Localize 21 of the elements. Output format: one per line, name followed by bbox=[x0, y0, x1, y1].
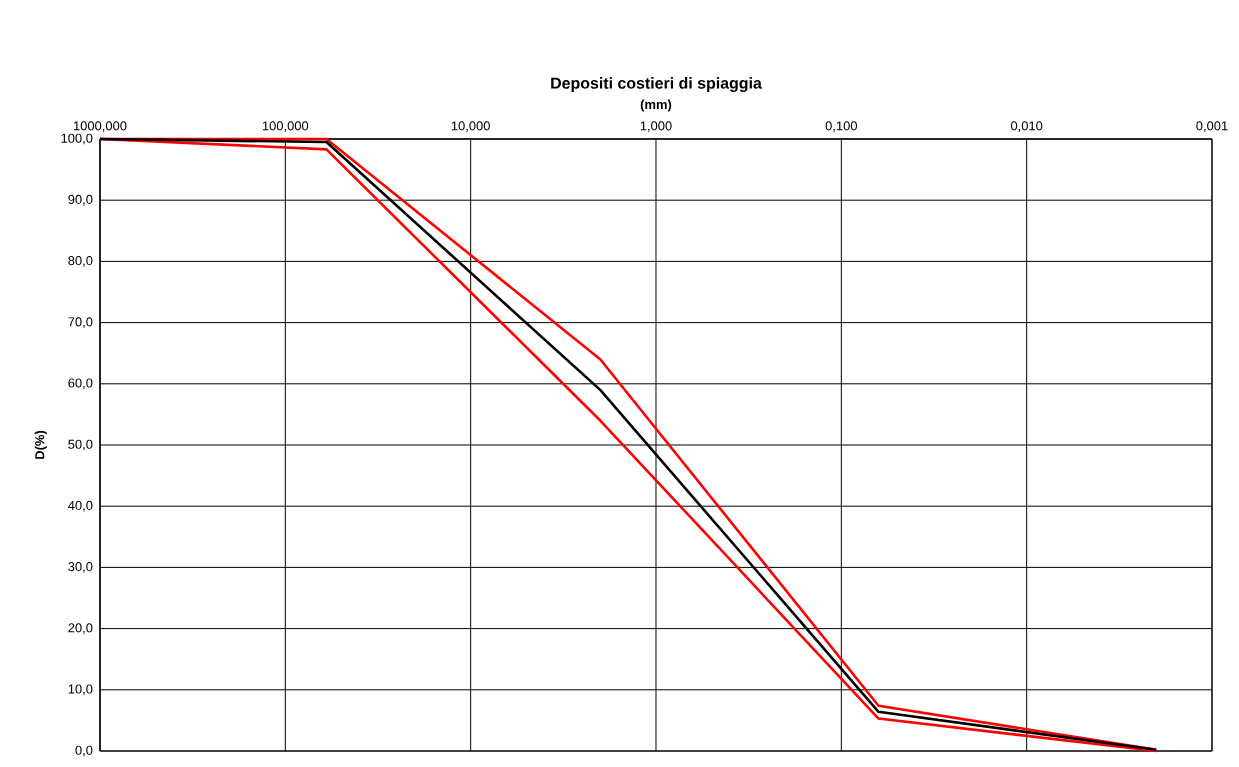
y-axis-title: D(%) bbox=[34, 430, 47, 459]
y-tick-label: 50,0 bbox=[68, 439, 93, 451]
x-axis-title: (mm) bbox=[640, 99, 672, 112]
y-tick-label: 40,0 bbox=[68, 500, 93, 512]
x-tick-label: 0,100 bbox=[825, 121, 858, 132]
y-tick-label: 20,0 bbox=[68, 623, 93, 634]
chart-title: Depositi costieri di spiaggia bbox=[551, 77, 762, 92]
y-tick-label: 70,0 bbox=[68, 317, 93, 328]
x-tick-label: 10,000 bbox=[451, 121, 490, 132]
y-tick-label: 100,0 bbox=[61, 133, 93, 145]
x-tick-label: 100,000 bbox=[262, 121, 309, 132]
x-tick-label: 0,010 bbox=[1010, 121, 1043, 132]
x-tick-label: 0,001 bbox=[1196, 121, 1228, 132]
y-tick-label: 90,0 bbox=[68, 194, 93, 206]
y-tick-label: 30,0 bbox=[68, 562, 93, 573]
x-tick-label: 1000,000 bbox=[73, 121, 127, 132]
y-tick-label: 60,0 bbox=[68, 378, 93, 390]
y-tick-label: 0,0 bbox=[75, 745, 93, 757]
x-tick-label: 1,000 bbox=[640, 121, 672, 132]
y-tick-label: 10,0 bbox=[68, 684, 93, 696]
y-tick-label: 80,0 bbox=[68, 256, 93, 267]
